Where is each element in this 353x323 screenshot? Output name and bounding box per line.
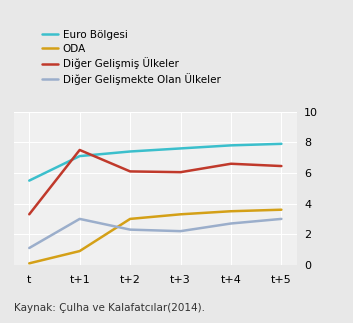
ODA <box>27 261 31 265</box>
ODA <box>229 209 233 213</box>
Diğer Gelişmekte Olan Ülkeler <box>128 228 132 232</box>
Line: Diğer Gelişmekte Olan Ülkeler: Diğer Gelişmekte Olan Ülkeler <box>29 219 281 248</box>
ODA <box>178 212 183 216</box>
Euro Bölgesi <box>27 179 31 182</box>
Euro Bölgesi <box>128 150 132 153</box>
Diğer Gelişmiş Ülkeler <box>229 162 233 166</box>
Euro Bölgesi <box>78 154 82 158</box>
Euro Bölgesi <box>178 147 183 151</box>
ODA <box>128 217 132 221</box>
ODA <box>78 249 82 253</box>
Line: Euro Bölgesi: Euro Bölgesi <box>29 144 281 181</box>
Legend: Euro Bölgesi, ODA, Diğer Gelişmiş Ülkeler, Diğer Gelişmekte Olan Ülkeler: Euro Bölgesi, ODA, Diğer Gelişmiş Ülkele… <box>42 30 221 85</box>
Line: ODA: ODA <box>29 210 281 263</box>
Diğer Gelişmekte Olan Ülkeler <box>279 217 283 221</box>
Diğer Gelişmekte Olan Ülkeler <box>178 229 183 233</box>
Text: Kaynak: Çulha ve Kalafatcılar(2014).: Kaynak: Çulha ve Kalafatcılar(2014). <box>14 303 205 313</box>
Diğer Gelişmiş Ülkeler <box>27 212 31 216</box>
Diğer Gelişmiş Ülkeler <box>78 148 82 152</box>
Diğer Gelişmekte Olan Ülkeler <box>229 222 233 225</box>
Euro Bölgesi <box>279 142 283 146</box>
Diğer Gelişmiş Ülkeler <box>178 170 183 174</box>
Line: Diğer Gelişmiş Ülkeler: Diğer Gelişmiş Ülkeler <box>29 150 281 214</box>
Diğer Gelişmiş Ülkeler <box>279 164 283 168</box>
Diğer Gelişmiş Ülkeler <box>128 170 132 173</box>
Euro Bölgesi <box>229 143 233 147</box>
Diğer Gelişmekte Olan Ülkeler <box>78 217 82 221</box>
ODA <box>279 208 283 212</box>
Diğer Gelişmekte Olan Ülkeler <box>27 246 31 250</box>
